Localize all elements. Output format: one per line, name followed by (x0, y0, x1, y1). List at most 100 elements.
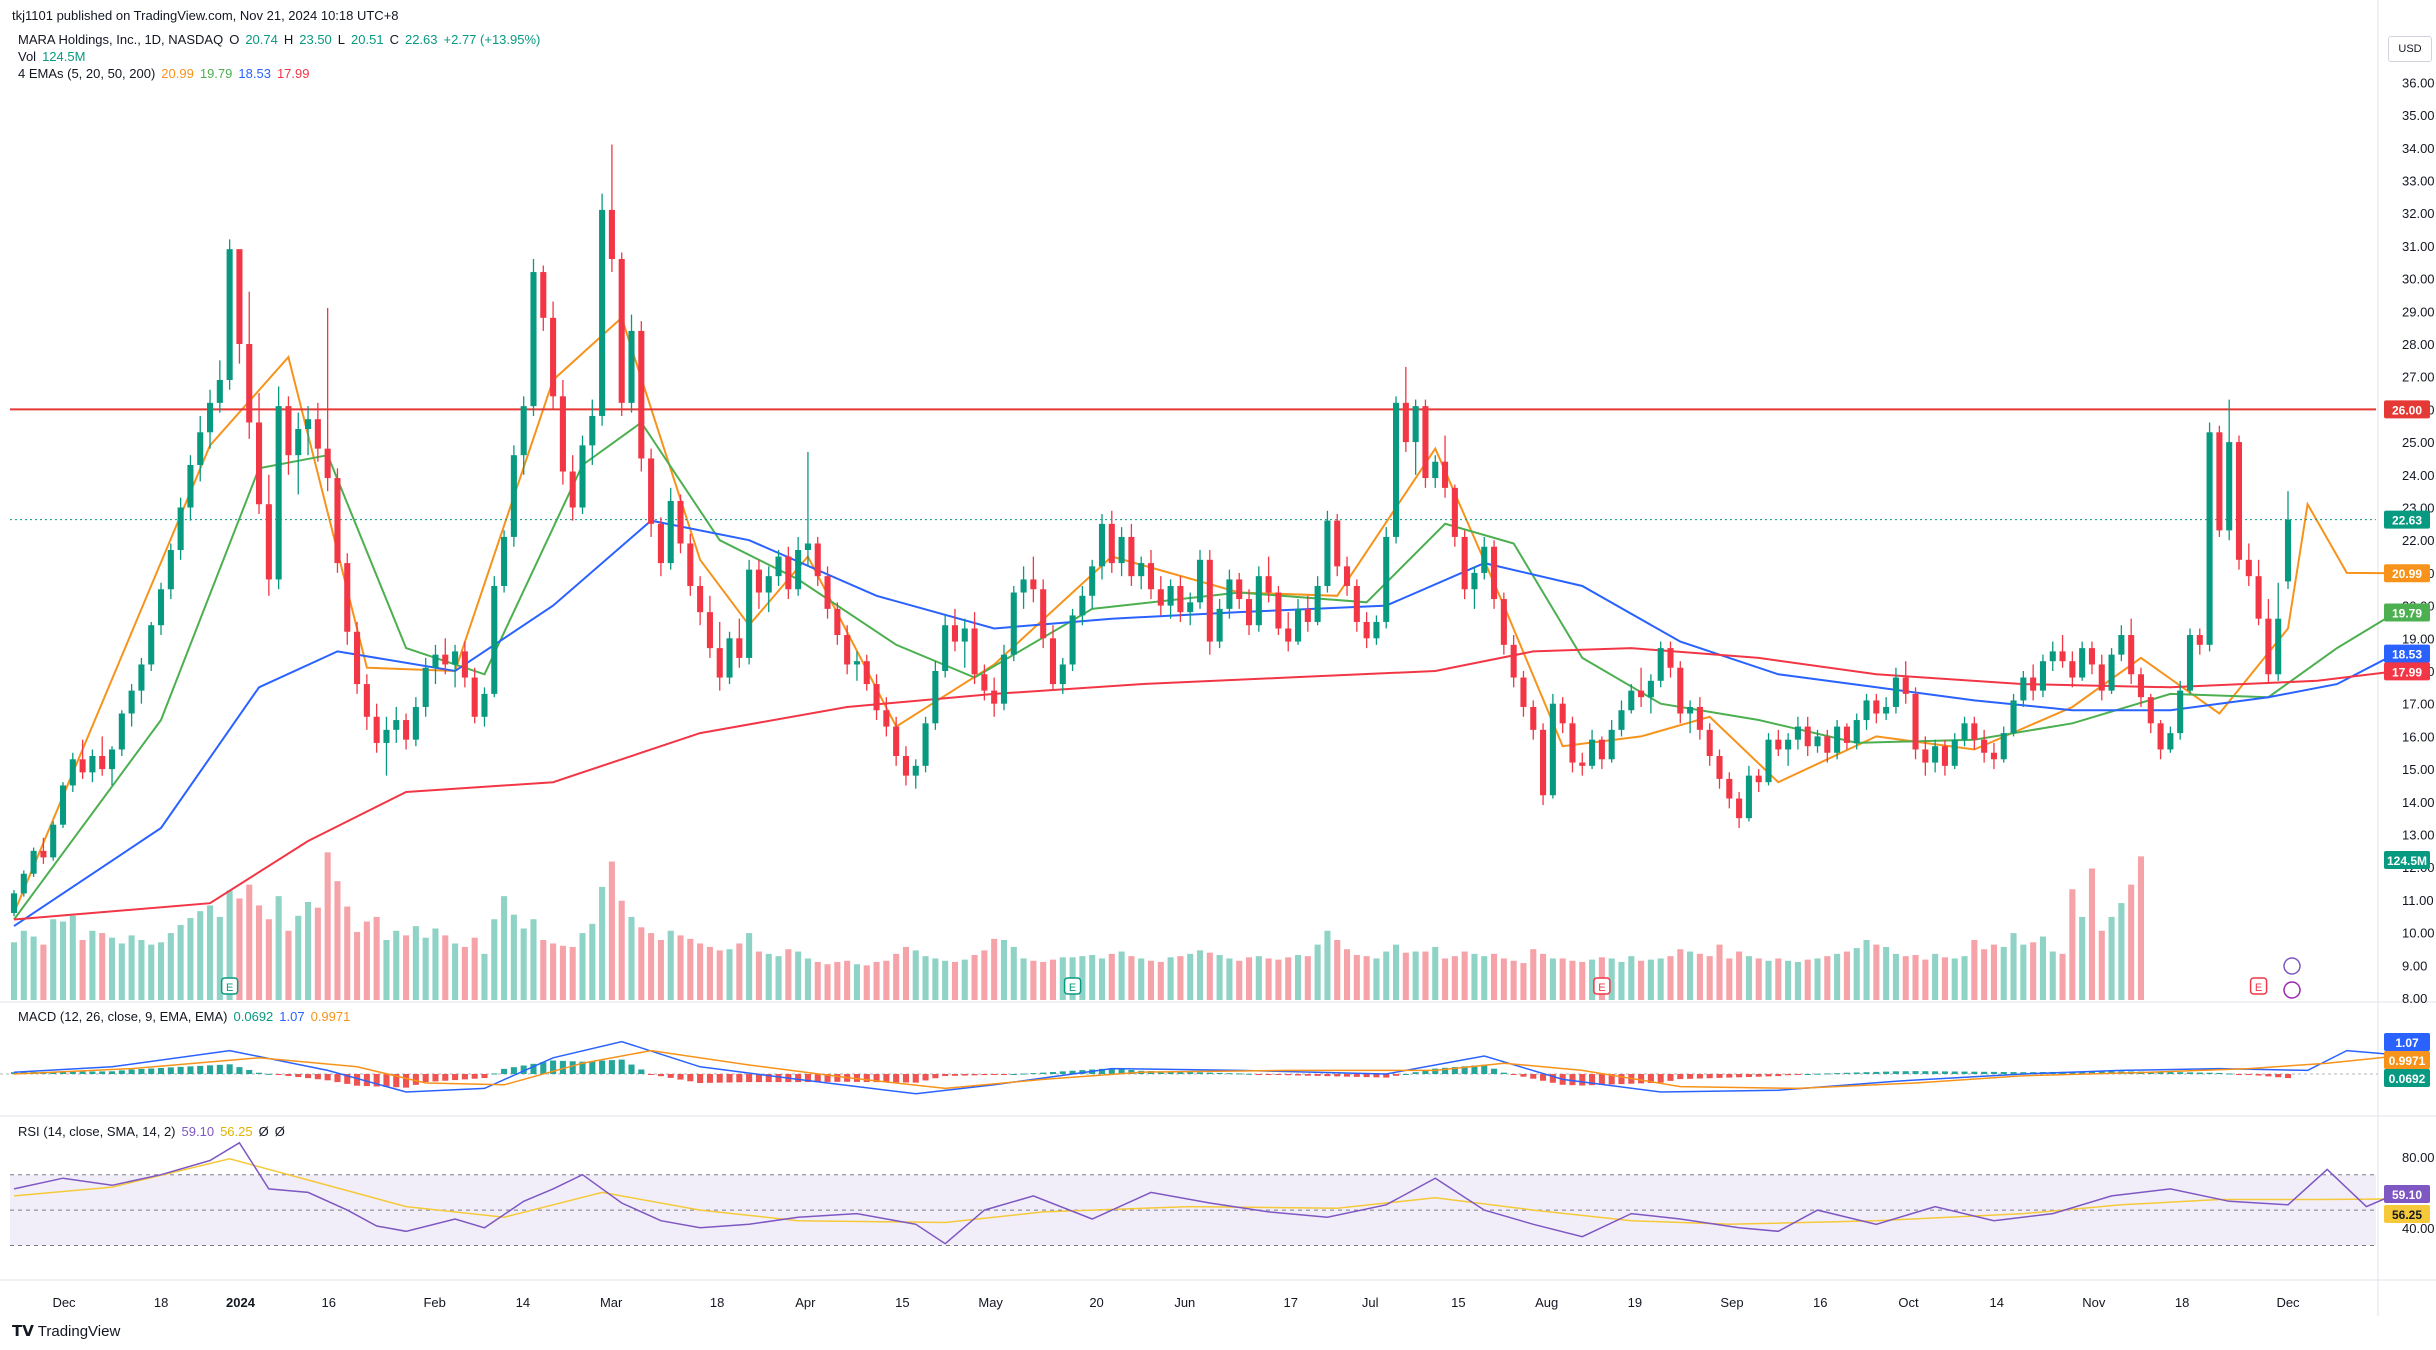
volume-bar (1275, 959, 1282, 1000)
ema-legend[interactable]: 4 EMAs (5, 20, 50, 200) 20.99 19.79 18.53 17… (18, 66, 315, 81)
macd-histogram-bar (1863, 1072, 1870, 1074)
earnings-marker-label: E (226, 982, 233, 994)
volume-bar (608, 861, 615, 1000)
volume-bar (1794, 961, 1801, 1000)
last-price-label: 22.63 (2392, 514, 2422, 528)
volume-bar (1343, 949, 1351, 1000)
macd-histogram-bar (1520, 1074, 1527, 1077)
macd-histogram-bar (285, 1074, 292, 1076)
candle-body (893, 726, 900, 757)
symbol-name[interactable]: MARA Holdings, Inc., 1D, NASDAQ (18, 32, 224, 47)
candle-body (834, 608, 841, 636)
candle-body (569, 471, 576, 508)
volume-bar (138, 940, 145, 1000)
candle-body (461, 651, 468, 678)
macd-legend[interactable]: MACD (12, 26, close, 9, EMA, EMA) 0.0692 1… (18, 1009, 356, 1024)
volume-bar (295, 915, 302, 1000)
candle-body (648, 458, 655, 524)
candle-body (1216, 608, 1223, 642)
candle-body (2079, 648, 2086, 678)
candle-body (1128, 536, 1135, 577)
candle-body (383, 729, 390, 743)
volume-bar (344, 906, 351, 1000)
candle-body (1138, 563, 1145, 577)
volume-bar (1892, 953, 1899, 1000)
volume-bar (961, 959, 968, 1000)
volume-bar (1412, 951, 1419, 1000)
high-value: 23.50 (299, 32, 332, 47)
candle-body (1059, 664, 1066, 685)
candle-body (2088, 648, 2096, 665)
volume-bar (1775, 958, 1782, 1000)
open-value: 20.74 (245, 32, 278, 47)
macd-histogram-bar (1265, 1074, 1272, 1075)
volume-legend[interactable]: Vol 124.5M (18, 49, 91, 64)
candle-body (1647, 680, 1654, 698)
volume-bar (716, 950, 723, 1000)
candle-body (118, 713, 125, 750)
macd-histogram-bar (1814, 1073, 1821, 1075)
volume-bar (1442, 958, 1449, 1000)
macd-histogram-bar (167, 1067, 174, 1074)
volume-bar (1118, 951, 1125, 1000)
macd-histogram-bar (961, 1074, 968, 1076)
volume-bar (2039, 936, 2046, 1000)
macd-histogram-bar (2186, 1072, 2194, 1074)
ema5-price-label-bg (2384, 564, 2430, 583)
macd-histogram-bar (1412, 1072, 1419, 1074)
candle-body (2000, 733, 2007, 760)
volume-label: Vol (18, 49, 37, 64)
candle-body (618, 258, 625, 403)
volume-bar (491, 919, 498, 1000)
candle-body (2059, 651, 2066, 662)
macd-histogram-bar (883, 1074, 890, 1083)
candle-body (853, 661, 860, 665)
macd-signal-value: 0.9971 (310, 1009, 351, 1024)
macd-histogram-bar (138, 1068, 145, 1074)
volume-bar (1785, 960, 1792, 1000)
candle-body (442, 654, 449, 665)
volume-bar (648, 933, 655, 1000)
macd-histogram-bar (1755, 1074, 1762, 1077)
candle-body (30, 850, 37, 874)
currency-selector[interactable]: USD (2388, 36, 2432, 62)
candle-body (1608, 729, 1615, 760)
volume-bar (324, 852, 331, 1000)
candle-body (393, 720, 400, 730)
volume-bar (1883, 946, 1890, 1000)
tradingview-logo[interactable]: 𝗧𝗩 TradingView (12, 1322, 120, 1340)
ema20-price-label: 19.79 (2392, 606, 2422, 620)
macd-histogram-bar (1598, 1074, 1605, 1085)
volume-bar (2030, 942, 2037, 1000)
volume-bar (2079, 916, 2086, 1000)
candle-body (530, 272, 537, 407)
macd-histogram-bar (1902, 1071, 1909, 1074)
volume-bar (79, 940, 86, 1000)
macd-histogram-bar (1775, 1074, 1782, 1077)
candle-body (2157, 723, 2164, 750)
macd-histogram-bar (667, 1074, 674, 1078)
rsi-legend[interactable]: RSI (14, close, SMA, 14, 2) 59.10 56.25 Ø Ø (18, 1124, 291, 1139)
macd-histogram-bar (1667, 1074, 1674, 1081)
macd-histogram-bar (1922, 1071, 1929, 1074)
macd-histogram-bar (2196, 1072, 2203, 1074)
candle-body (2235, 442, 2243, 560)
macd-histogram-bar (324, 1074, 331, 1081)
volume-bar (1981, 949, 1988, 1000)
volume-bar (442, 935, 449, 1000)
macd-histogram-bar (1785, 1074, 1792, 1076)
macd-line-value: 1.07 (279, 1009, 305, 1024)
candle-body (1098, 523, 1106, 567)
candle-body (795, 550, 802, 590)
volume-bar (1167, 957, 1174, 1000)
candle-body (1245, 599, 1253, 626)
candle-body (197, 432, 204, 465)
volume-bar (363, 921, 370, 1000)
macd-histogram-bar (1677, 1074, 1684, 1080)
macd-histogram-bar (1275, 1074, 1282, 1075)
volume-bar (1540, 953, 1547, 1000)
macd-histogram-bar (1010, 1074, 1017, 1075)
symbol-legend[interactable]: MARA Holdings, Inc., 1D, NASDAQ O 20.74 H 23… (18, 32, 546, 47)
macd-histogram-bar (1579, 1074, 1586, 1086)
